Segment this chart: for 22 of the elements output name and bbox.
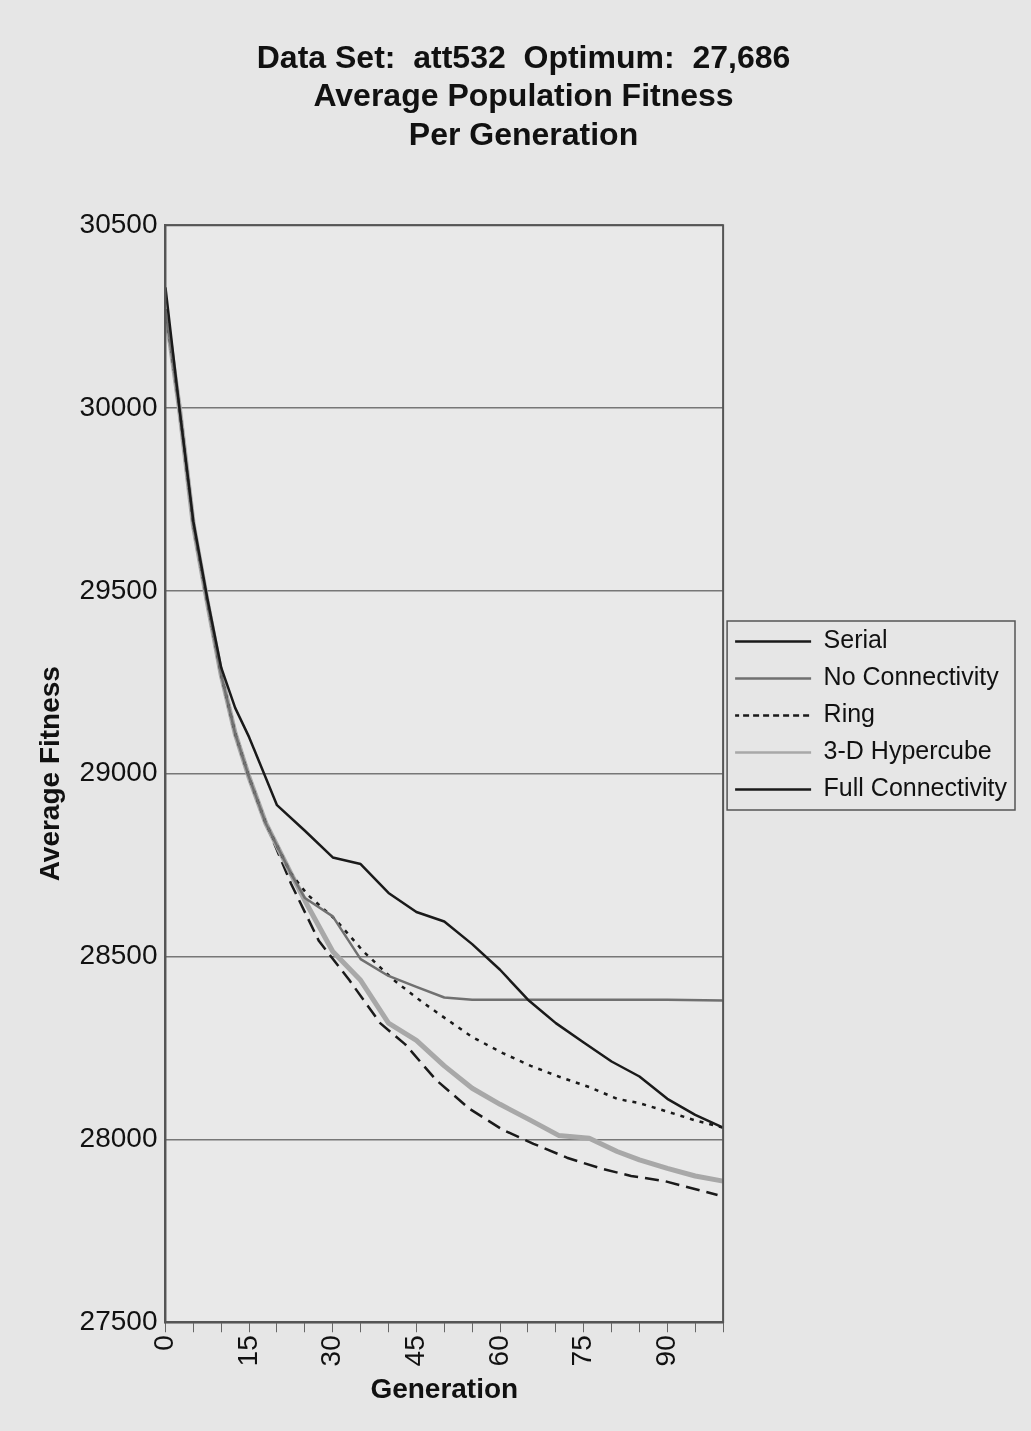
y-tick-label: 27500 — [79, 1304, 158, 1336]
legend-label: Full Connectivity — [823, 773, 1008, 802]
y-tick-label: 28000 — [79, 1122, 158, 1154]
chart-title: Data Set: att532 Optimum: 27,686 Average Population Fitness Per Generation — [256, 39, 791, 152]
y-tick-label: 30000 — [79, 390, 158, 422]
x-tick-label: 90 — [650, 1335, 682, 1367]
legend-label: Ring — [823, 699, 876, 728]
y-tick-label: 29500 — [79, 573, 158, 605]
x-tick-label: 0 — [148, 1335, 180, 1351]
y-tick-label: 28500 — [79, 939, 158, 971]
x-tick-label: 15 — [231, 1335, 263, 1367]
y-tick-label: 29000 — [79, 756, 158, 788]
y-axis-title: Average Fitness — [33, 666, 65, 882]
x-tick-label: 75 — [566, 1335, 598, 1367]
x-tick-label: 45 — [399, 1335, 431, 1367]
legend-label: No Connectivity — [823, 662, 1000, 691]
x-tick-label: 60 — [482, 1335, 514, 1367]
y-tick-label: 30500 — [79, 207, 158, 239]
legend-label: 3-D Hypercube — [823, 736, 992, 765]
x-axis-title: Generation — [370, 1372, 519, 1404]
legend-label: Serial — [823, 625, 888, 654]
x-tick-label: 30 — [315, 1335, 347, 1367]
